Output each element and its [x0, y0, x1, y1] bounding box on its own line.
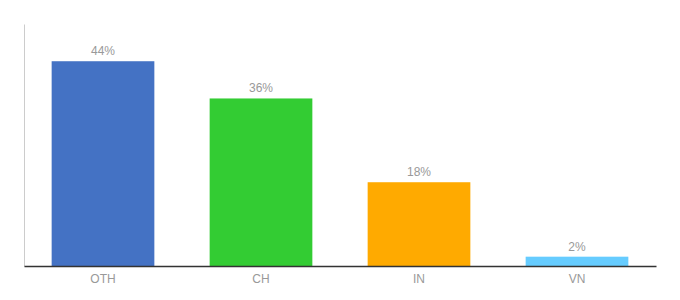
bars — [52, 61, 629, 266]
x-axis-line — [25, 266, 657, 268]
data-label: 44% — [91, 44, 115, 58]
x-tick: VN — [569, 272, 586, 286]
bar — [368, 182, 471, 266]
x-tick-label: VN — [569, 272, 586, 286]
data-label: 18% — [407, 165, 431, 179]
x-tick: IN — [413, 272, 425, 286]
bar — [526, 257, 629, 266]
chart: 44% 36% 18% 2% OTH CH IN VN — [0, 0, 680, 300]
plot: 44% 36% 18% 2% OTH CH IN VN — [25, 25, 657, 286]
y-axis-line — [24, 25, 25, 267]
x-tick-label: OTH — [90, 272, 115, 286]
data-label: 2% — [568, 240, 586, 254]
y-axis — [24, 25, 25, 267]
x-tick: OTH — [90, 272, 115, 286]
x-axis: OTH CH IN VN — [25, 267, 657, 286]
x-tick-label: IN — [413, 272, 425, 286]
bar — [52, 61, 155, 266]
data-labels: 44% 36% 18% 2% — [91, 44, 586, 253]
x-tick-label: CH — [252, 272, 269, 286]
bar — [210, 98, 313, 266]
x-tick: CH — [252, 272, 269, 286]
data-label: 36% — [249, 81, 273, 95]
